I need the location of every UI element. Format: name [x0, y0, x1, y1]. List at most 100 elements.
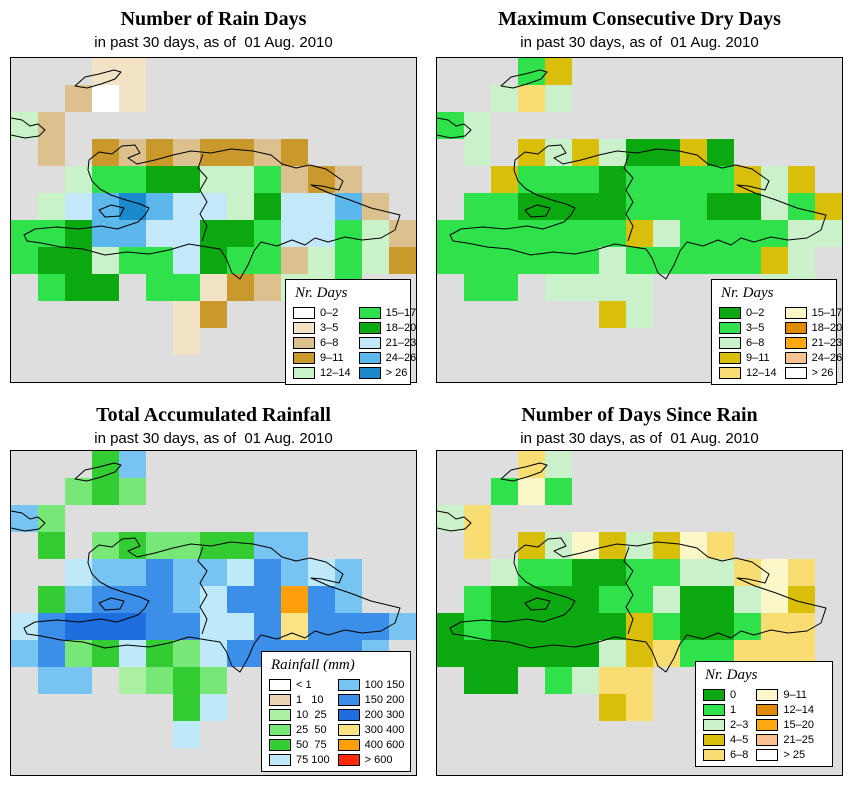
map-cell [653, 613, 680, 640]
legend-entry: > 600 [337, 753, 405, 766]
legend-label: > 600 [364, 753, 393, 766]
map-cell [680, 139, 707, 166]
map-cell [437, 247, 464, 274]
map-cell [281, 532, 308, 559]
legend-box: Rainfall (mm) < 1 1 10 10 25 25 50 50 75 75 1… [261, 651, 411, 772]
legend-label: 18–20 [811, 321, 843, 334]
map-cell [788, 193, 815, 220]
legend-column: 0 1 2–3 4–5 6–8 [703, 688, 748, 761]
page-title: Number of Rain Days [120, 8, 307, 30]
map-cell [146, 532, 173, 559]
legend-swatch [703, 733, 725, 746]
map-cell [146, 220, 173, 247]
map-cell [518, 559, 545, 586]
map-cell [626, 667, 653, 694]
legend-column: 100 150 150 200 200 300 300 400 400 600 > 600 [337, 678, 405, 766]
map-cell [464, 193, 491, 220]
map-cell [173, 721, 200, 748]
map-cell [572, 139, 599, 166]
legend-label: 25 50 [296, 723, 327, 736]
legend-entry: > 25 [756, 748, 814, 761]
map-cell [761, 613, 788, 640]
map-cell [734, 247, 761, 274]
legend-entry: 12–14 [719, 366, 777, 379]
map-cell [389, 247, 416, 274]
map-cell [545, 139, 572, 166]
legend-swatch [719, 306, 741, 319]
legend-swatch [719, 336, 741, 349]
map-cell [545, 640, 572, 667]
map-cell [119, 451, 146, 478]
map-cell [308, 220, 335, 247]
map-cell [200, 640, 227, 667]
map-cell [38, 613, 65, 640]
legend-entry: 15–17 [358, 306, 417, 319]
map-cell [119, 247, 146, 274]
map-cell [572, 220, 599, 247]
map-cell [464, 247, 491, 274]
legend-swatch [293, 336, 315, 349]
map-cell [545, 478, 572, 505]
map-cell [11, 220, 38, 247]
legend-label: 15–17 [385, 306, 417, 319]
map-cell [38, 139, 65, 166]
map-cell [92, 166, 119, 193]
legend-entry: 24–26 [358, 351, 416, 364]
map-cell [545, 85, 572, 112]
map-cell [173, 613, 200, 640]
map-cell [653, 532, 680, 559]
legend-column: 15–17 18–20 21–23 24–26 > 26 [358, 306, 417, 379]
map-cell [254, 220, 281, 247]
legend-entry: 18–20 [358, 321, 416, 334]
legend-entry: 18–20 [784, 321, 843, 334]
legend-label: 6–8 [320, 336, 339, 349]
legend-label: 9–11 [320, 351, 344, 364]
legend-swatch [337, 693, 360, 706]
map-cell [599, 667, 626, 694]
legend-entry: < 1 [269, 678, 330, 691]
map-cell [173, 586, 200, 613]
map-cell [626, 613, 653, 640]
legend-title: Nr. Days [295, 285, 348, 301]
map-cell [734, 220, 761, 247]
map-cell [626, 247, 653, 274]
legend-swatch [269, 753, 291, 766]
map-cell [227, 139, 254, 166]
map-cell [599, 559, 626, 586]
legend-entries: < 1 1 10 10 25 25 50 50 75 75 100 100 150 150 2… [269, 678, 405, 766]
map-cell [200, 532, 227, 559]
map-cell [518, 58, 545, 85]
legend-label: 21–25 [783, 733, 814, 746]
map-cell [65, 667, 92, 694]
map-cell [707, 166, 734, 193]
map-cell [518, 247, 545, 274]
legend-entry: 75 100 [269, 753, 330, 766]
map-cell [65, 220, 92, 247]
legend-label: 0–2 [746, 306, 765, 319]
map-cell [734, 559, 761, 586]
map-cell [599, 139, 626, 166]
legend-label: 75 100 [296, 753, 330, 766]
legend-label: 6–8 [730, 748, 749, 761]
subtitle: in past 30 days, as of 01 Aug. 2010 [94, 34, 333, 51]
legend-swatch [269, 678, 291, 691]
map-cell [464, 274, 491, 301]
map-cell [173, 220, 200, 247]
legend-swatch [358, 366, 381, 379]
legend-column: 0–2 3–5 6–8 9–11 12–14 [293, 306, 351, 379]
map-cell [815, 193, 842, 220]
map-cell [545, 559, 572, 586]
map-cell [599, 694, 626, 721]
map-cell [200, 694, 227, 721]
map-cell [119, 586, 146, 613]
map-cell [362, 613, 389, 640]
map-cell [119, 559, 146, 586]
map-cell [572, 274, 599, 301]
map-cell [518, 166, 545, 193]
map-cell [308, 613, 335, 640]
map-cell [653, 640, 680, 667]
map-cell [92, 220, 119, 247]
map-cell [653, 586, 680, 613]
map-cell [572, 532, 599, 559]
map-cell [227, 640, 254, 667]
